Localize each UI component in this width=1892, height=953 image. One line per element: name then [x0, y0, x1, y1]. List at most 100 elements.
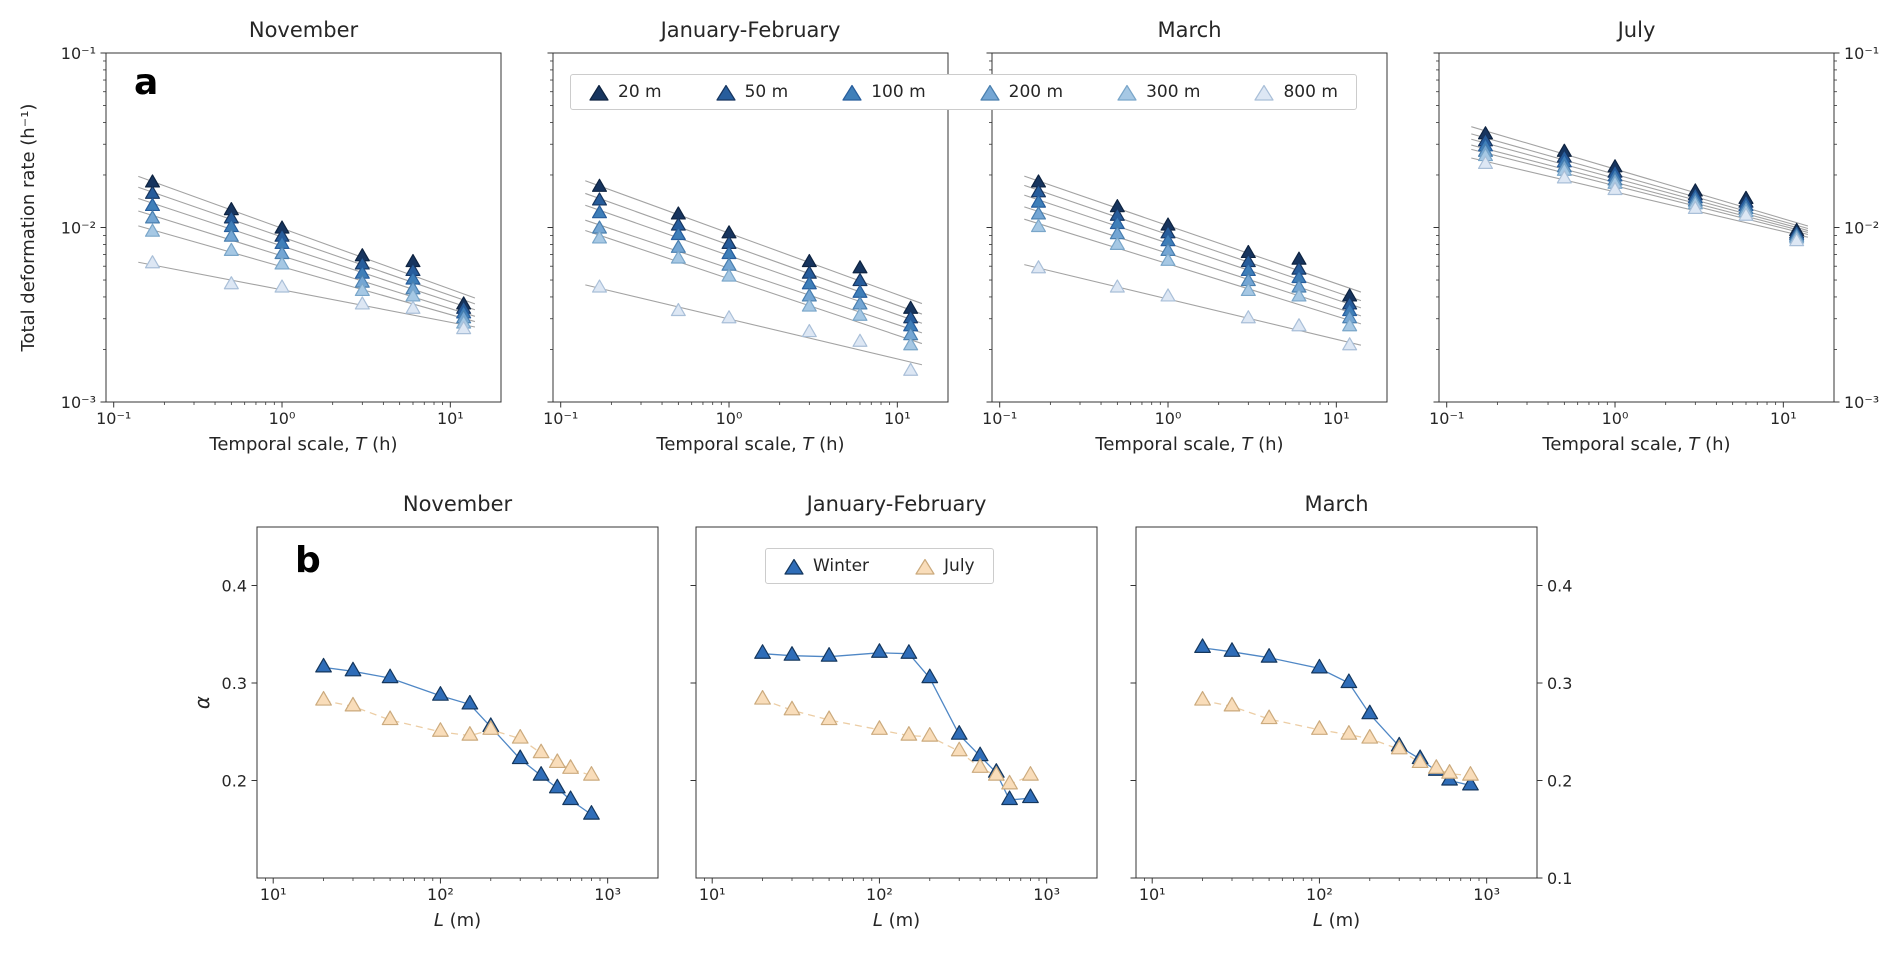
series-20-m	[1030, 174, 1358, 302]
triangle-marker-icon	[980, 84, 1000, 101]
series-300-m	[144, 223, 472, 329]
svg-text:0.4: 0.4	[222, 576, 247, 595]
svg-text:10⁻¹: 10⁻¹	[96, 409, 131, 428]
series-markers	[754, 643, 1039, 806]
fit-line-20-m	[138, 175, 476, 299]
panel-label-a: a	[134, 62, 159, 103]
svg-text:10⁻¹: 10⁻¹	[61, 44, 96, 63]
fit-line-800-m	[585, 284, 923, 366]
fit-line-800-m	[1024, 264, 1362, 346]
x-axis-label: Temporal scale, T (h)	[1094, 434, 1283, 455]
legend-label: 800 m	[1283, 82, 1338, 102]
series-markers	[1030, 174, 1358, 351]
series-800-m	[1477, 155, 1805, 247]
chart-title: January-February	[659, 18, 841, 42]
svg-text:10¹: 10¹	[260, 885, 287, 904]
legend-item-july: July	[915, 556, 975, 576]
legend-label: 50 m	[744, 82, 789, 102]
svg-text:10²: 10²	[866, 885, 893, 904]
chart-a-january-february: 10⁻¹ 10⁰ 10¹ January-February Temporal scale…	[543, 18, 949, 455]
svg-text:10³: 10³	[1033, 885, 1060, 904]
x-axis-label: Temporal scale, T (h)	[208, 434, 397, 455]
legend-label: 100 m	[871, 82, 926, 102]
fit-line-50-m	[585, 192, 923, 315]
svg-text:10⁻³: 10⁻³	[1844, 393, 1879, 412]
axes-ticks: 10⁻¹ 10⁰ 10¹	[982, 52, 1350, 428]
legend-item-200-m: 200 m	[980, 82, 1063, 102]
svg-text:10⁻¹: 10⁻¹	[543, 409, 578, 428]
legend-label: July	[944, 556, 975, 576]
x-axis-label: Temporal scale, T (h)	[1541, 434, 1730, 455]
triangle-marker-icon	[1117, 84, 1137, 101]
chart-a-july: 10⁻¹ 10⁰ 10¹ 10⁻³ 10⁻² 10⁻¹ July Temporal scale…	[1429, 18, 1879, 455]
svg-text:10⁻²: 10⁻²	[61, 218, 96, 237]
plot-area	[552, 52, 949, 403]
series-300-m	[591, 230, 919, 351]
series-winter	[315, 657, 600, 820]
chart-title: July	[1616, 18, 1656, 42]
legend-item-300-m: 300 m	[1117, 82, 1200, 102]
chart-title: January-February	[805, 492, 987, 516]
legend-label: 300 m	[1146, 82, 1201, 102]
triangle-marker-icon	[589, 84, 609, 101]
series-100-m	[591, 205, 919, 332]
chart-b-january-february: 10¹ 10² 10³ January-February L (m)	[690, 492, 1098, 931]
svg-text:10⁻³: 10⁻³	[61, 393, 96, 412]
svg-text:10¹: 10¹	[437, 409, 464, 428]
y-axis-label: Total deformation rate (h⁻¹)	[18, 104, 39, 353]
triangle-marker-icon	[842, 84, 862, 101]
chart-title: March	[1157, 18, 1221, 42]
svg-text:10⁰: 10⁰	[716, 409, 743, 428]
chart-title: November	[249, 18, 359, 42]
svg-text:10¹: 10¹	[699, 885, 726, 904]
legend-label: Winter	[813, 556, 870, 576]
fit-line-800-m	[1471, 157, 1809, 238]
svg-text:10⁰: 10⁰	[1602, 409, 1629, 428]
svg-text:10¹: 10¹	[1139, 885, 1166, 904]
plot-area	[991, 52, 1388, 403]
chart-b-november: 10¹ 10² 10³ 0.2 0.3 0.4 November L (m) α	[190, 492, 659, 931]
panel-label-b: b	[295, 540, 321, 581]
svg-text:10¹: 10¹	[1323, 409, 1350, 428]
svg-text:10¹: 10¹	[1770, 409, 1797, 428]
svg-text:10⁻¹: 10⁻¹	[982, 409, 1017, 428]
series-800-m	[591, 279, 919, 376]
plot-area	[1438, 52, 1835, 403]
axes-ticks: 10¹ 10² 10³ 0.2 0.3 0.4	[222, 576, 622, 904]
svg-text:10¹: 10¹	[884, 409, 911, 428]
series-800-m	[144, 255, 472, 335]
x-axis-label: L (m)	[873, 910, 920, 931]
svg-text:10³: 10³	[1473, 885, 1500, 904]
svg-text:0.2: 0.2	[1547, 771, 1572, 790]
svg-text:10⁰: 10⁰	[269, 409, 296, 428]
fit-line-300-m	[138, 225, 476, 323]
series-markers	[315, 657, 600, 820]
legend-label: 20 m	[618, 82, 662, 102]
chart-title: November	[403, 492, 513, 516]
legend-item-800-m: 800 m	[1254, 82, 1338, 102]
chart-a-november: 10⁻¹ 10⁰ 10¹ 10⁻³ 10⁻² 10⁻¹ November Temporal s…	[18, 18, 502, 455]
series-markers	[591, 178, 919, 376]
series-july	[754, 689, 1039, 790]
fit-line-300-m	[585, 229, 923, 345]
spatial-scale-legend: 20 m 50 m 100 m 200 m 300 m 800 m	[570, 74, 1357, 110]
y-axis-label: α	[190, 696, 214, 709]
fit-line-200-m	[585, 219, 923, 334]
svg-text:10³: 10³	[594, 885, 621, 904]
x-axis-label: L (m)	[1313, 910, 1360, 931]
svg-text:10²: 10²	[427, 885, 454, 904]
series-markers	[1477, 126, 1805, 247]
plot-area	[105, 52, 502, 403]
svg-text:10⁻²: 10⁻²	[1844, 218, 1879, 237]
triangle-marker-icon	[716, 84, 736, 101]
x-axis-label: L (m)	[434, 910, 481, 931]
fit-line-200-m	[1024, 206, 1362, 317]
series-markers	[144, 174, 472, 335]
triangle-marker-icon	[915, 558, 935, 575]
series-lines	[585, 180, 923, 366]
fit-line-100-m	[585, 204, 923, 324]
series-100-m	[1030, 194, 1358, 317]
season-legend: Winter July	[765, 548, 994, 584]
series-100-m	[144, 197, 472, 319]
triangle-marker-icon	[1254, 84, 1275, 101]
